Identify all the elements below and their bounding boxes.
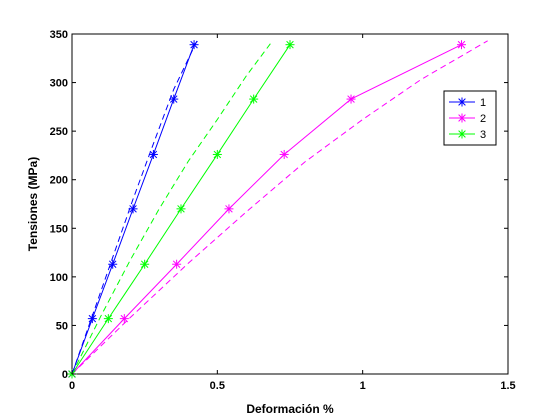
data-point-1 (128, 204, 138, 214)
legend-marker (457, 113, 467, 123)
data-point-2 (172, 259, 182, 269)
y-tick-label: 350 (50, 29, 68, 41)
y-tick-label: 50 (56, 320, 68, 332)
legend-item-3: 3 (449, 129, 486, 141)
legend-marker (457, 129, 467, 139)
data-point-1 (189, 40, 199, 50)
dashed-curve-3 (71, 40, 273, 375)
legend-item-2: 2 (449, 113, 486, 125)
y-tick-label: 0 (62, 369, 68, 381)
legend-label: 2 (480, 113, 486, 125)
data-point-3 (176, 204, 186, 214)
legend-marker (457, 97, 467, 107)
data-point-3 (140, 259, 150, 269)
data-point-1 (148, 149, 158, 159)
data-point-1 (87, 314, 97, 324)
data-point-1 (108, 259, 118, 269)
data-point-3 (212, 149, 222, 159)
data-point-3 (285, 40, 295, 50)
y-tick-label: 100 (50, 272, 68, 284)
plot-area (71, 33, 509, 375)
data-point-2 (456, 40, 466, 50)
data-point-3 (103, 314, 113, 324)
x-tick-label: 1.5 (500, 380, 515, 392)
x-tick-label: 1 (360, 380, 366, 392)
plot-frame (71, 33, 509, 375)
y-tick-label: 150 (50, 223, 68, 235)
y-tick-label: 200 (50, 175, 68, 187)
legend-label: 1 (480, 97, 486, 109)
data-point-2 (279, 149, 289, 159)
y-axis-label: Tensiones (MPa) (26, 157, 40, 251)
data-point-2 (346, 94, 356, 104)
legend-item-1: 1 (449, 97, 486, 109)
dashed-curve-2 (71, 40, 488, 375)
y-tick-label: 300 (50, 78, 68, 90)
x-axis: 0 0.5 1 1.5 (69, 34, 516, 392)
y-axis: 0 50 100 150 200 250 300 350 (50, 29, 508, 381)
x-tick-label: 0.5 (210, 380, 225, 392)
data-point-1 (169, 94, 179, 104)
legend-label: 3 (480, 129, 486, 141)
data-point-2 (119, 314, 129, 324)
data-point-2 (224, 204, 234, 214)
x-axis-label: Deformación % (246, 402, 334, 416)
y-tick-label: 250 (50, 126, 68, 138)
data-point-3 (249, 94, 259, 104)
legend: 1 2 3 (443, 90, 497, 146)
x-tick-label: 0 (69, 380, 75, 392)
